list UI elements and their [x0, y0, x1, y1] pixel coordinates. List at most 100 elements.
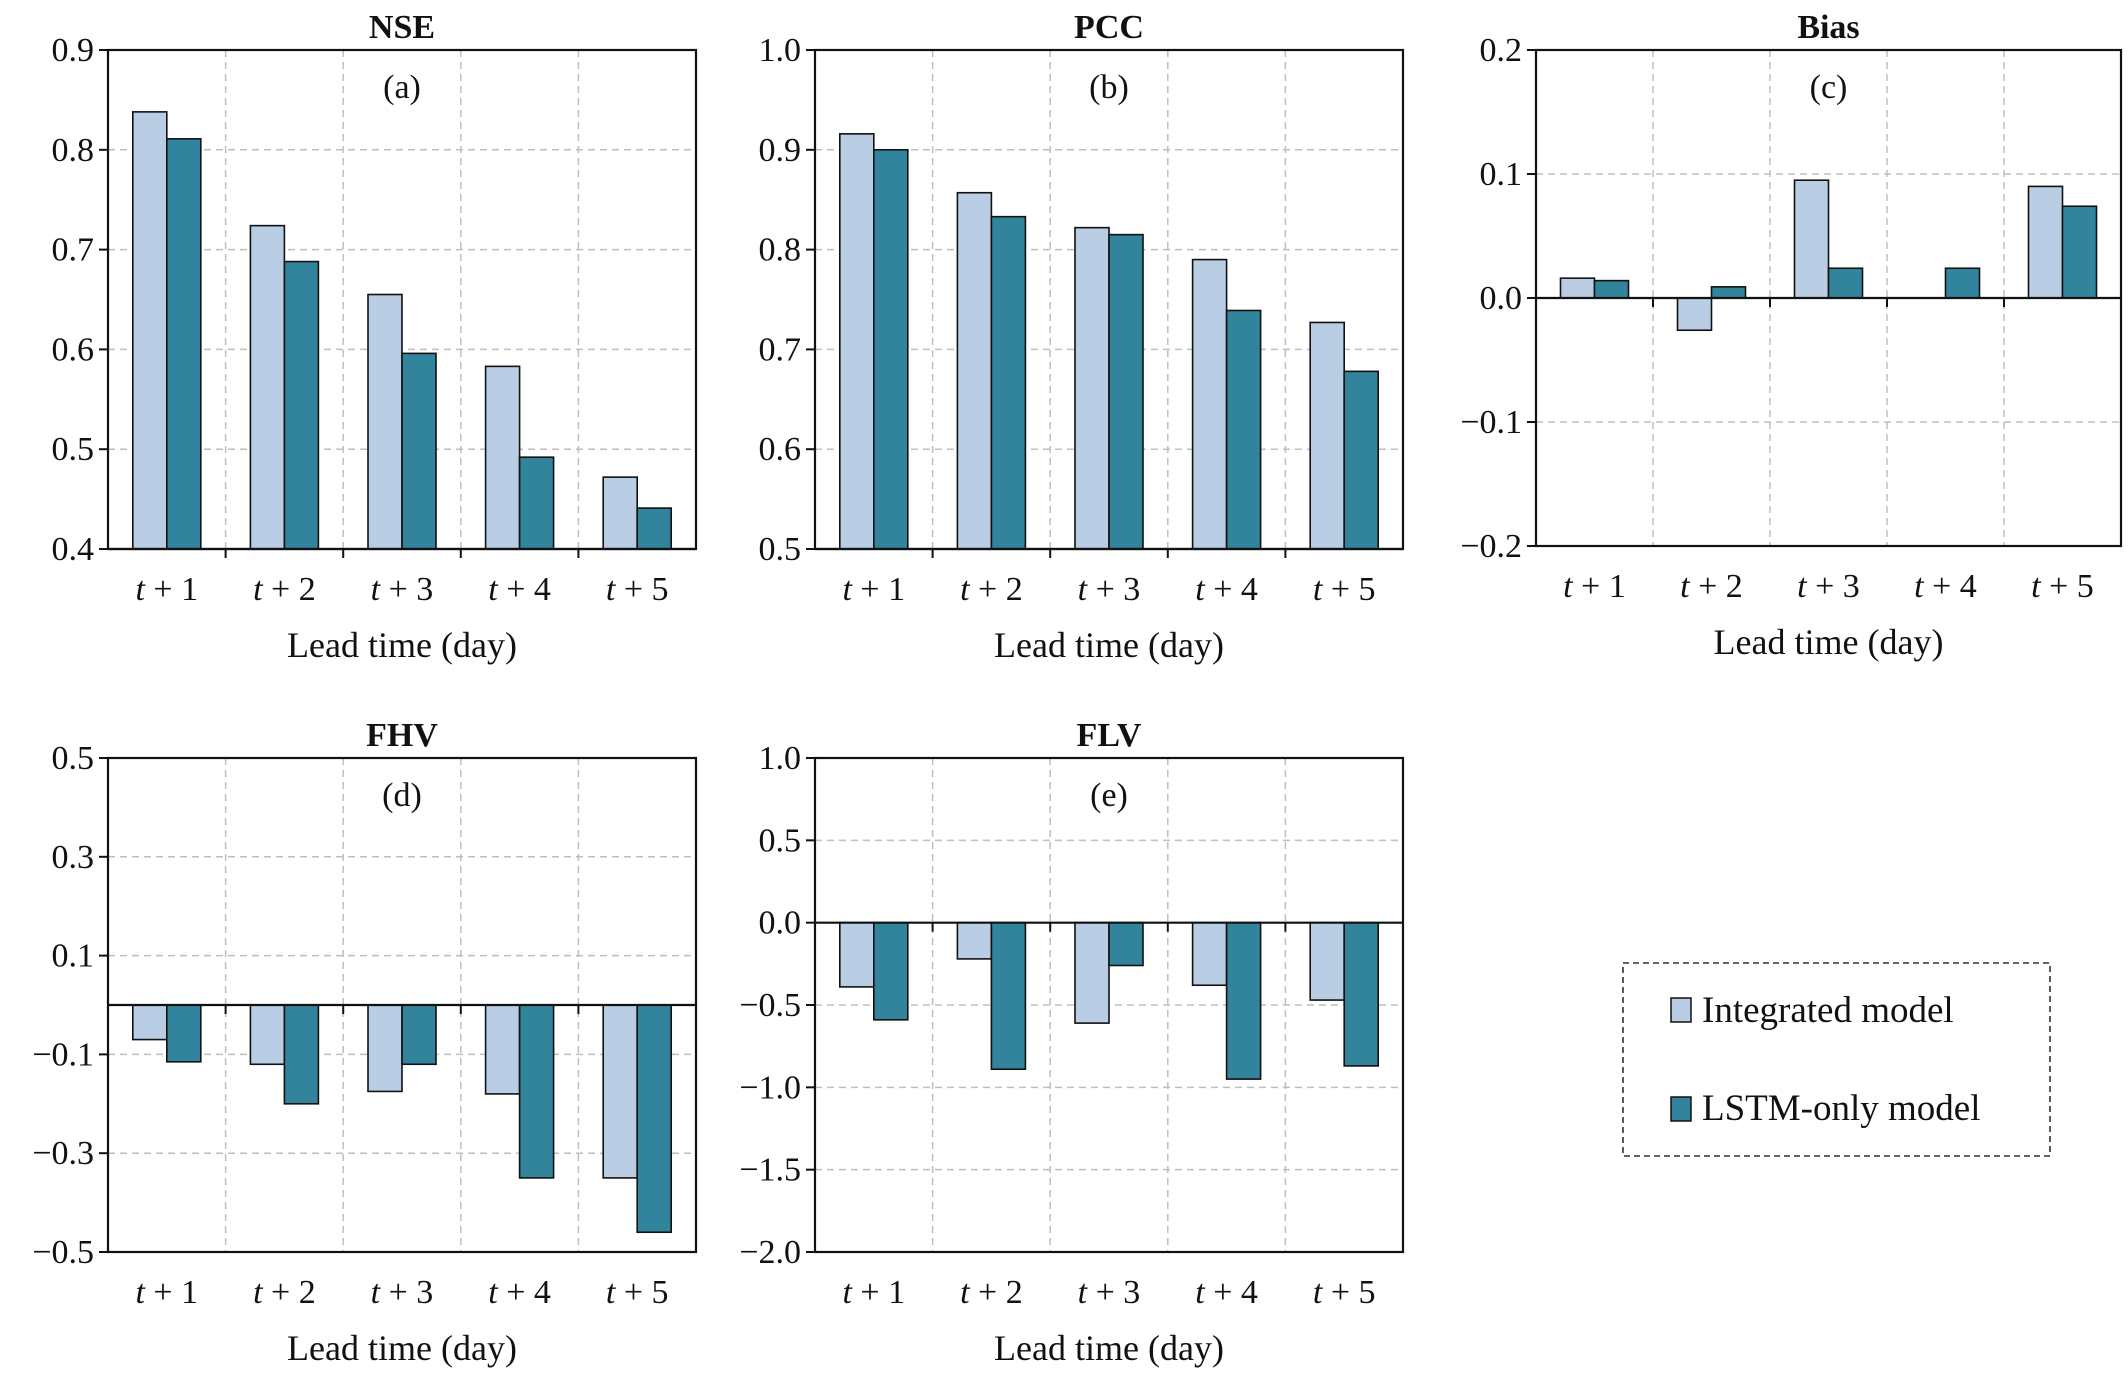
- x-tick-label: t + 3: [371, 1274, 434, 1311]
- bar-integrated: [956, 191, 993, 550]
- y-tick-label: −1.0: [739, 1069, 801, 1106]
- x-tick-label: t + 2: [960, 1274, 1023, 1311]
- bar-lstm: [1343, 921, 1379, 1067]
- y-tick-label: −0.1: [32, 1036, 94, 1073]
- y-tick-label: 0.2: [1480, 32, 1523, 69]
- x-tick-label: t + 2: [960, 571, 1023, 608]
- bar-integrated: [1074, 921, 1110, 1024]
- x-axis-title: Lead time (day): [1714, 622, 1944, 662]
- bar-integrated: [2027, 185, 2064, 299]
- y-tick-label: 1.0: [759, 32, 802, 69]
- y-tick-label: 0.5: [52, 431, 95, 468]
- y-tick-label: 0.5: [759, 822, 802, 859]
- x-axis-title: Lead time (day): [287, 1328, 517, 1368]
- bar-lstm: [872, 921, 909, 1021]
- bar-lstm: [2061, 205, 2098, 299]
- chart-title: PCC: [1074, 9, 1144, 46]
- bar-integrated: [838, 921, 875, 988]
- x-tick-label: t + 5: [606, 571, 669, 608]
- y-tick-label: −1.5: [739, 1152, 801, 1189]
- bar-lstm: [401, 1004, 437, 1066]
- x-tick-label: t + 3: [371, 571, 434, 608]
- y-tick-label: −0.1: [1460, 404, 1522, 441]
- y-tick-label: 0.6: [759, 431, 802, 468]
- bar-lstm: [1827, 267, 1864, 299]
- bar-integrated: [1676, 297, 1713, 332]
- legend-label-integrated: Integrated model: [1702, 990, 1954, 1031]
- chart-title: FLV: [1077, 717, 1142, 754]
- bar-lstm: [518, 456, 555, 550]
- bar-integrated: [1191, 921, 1228, 987]
- chart-title: Bias: [1797, 9, 1859, 46]
- chart-nse: 0.9 0.8 0.7 0.6 0.5 0.4 NSE (a) t + 1 t + 2 t + 3 t…: [52, 9, 698, 665]
- chart-pcc: 1.0 0.9 0.8 0.7 0.6 0.5 PCC (b) t + 1 t + 2 t + 3 t…: [759, 9, 1405, 665]
- x-tick-label: t + 5: [1313, 1274, 1376, 1311]
- x-tick-label: t + 1: [842, 1274, 905, 1311]
- x-tick-label: t + 2: [1680, 568, 1743, 605]
- y-tick-label: 0.1: [1480, 156, 1523, 193]
- x-tick-label: t + 2: [253, 571, 316, 608]
- x-axis-title: Lead time (day): [994, 625, 1224, 665]
- bar-integrated: [838, 133, 875, 550]
- y-tick-label: 0.4: [52, 531, 95, 568]
- bar-lstm: [1710, 286, 1747, 299]
- bar-lstm: [401, 352, 437, 550]
- x-tick-label: t + 1: [135, 1274, 198, 1311]
- bar-integrated: [249, 224, 286, 550]
- x-tick-label: t + 4: [1195, 571, 1258, 608]
- plot-frame: [106, 48, 698, 551]
- bar-lstm: [1225, 309, 1262, 550]
- plot-frame: [1534, 48, 2123, 548]
- chart-flv: 1.0 0.5 0.0 −0.5 −1.0 −1.5 −2.0 FLV (e) t + 1 t + …: [739, 717, 1405, 1368]
- bar-lstm: [636, 1004, 673, 1234]
- y-tick-label: 0.5: [52, 740, 95, 777]
- y-tick-label: 0.0: [759, 905, 802, 942]
- x-tick-label: t + 4: [1914, 568, 1977, 605]
- chart-title: FHV: [366, 717, 438, 754]
- y-tick-label: 0.7: [52, 232, 95, 269]
- x-tick-label: t + 5: [1313, 571, 1376, 608]
- bar-lstm: [518, 1004, 555, 1179]
- x-tick-label: t + 2: [253, 1274, 316, 1311]
- y-tick-label: 0.1: [52, 938, 95, 975]
- y-tick-label: 0.9: [52, 32, 95, 69]
- y-tick-label: 0.5: [759, 531, 802, 568]
- y-tick-label: 0.7: [759, 331, 802, 368]
- y-tick-label: −0.3: [32, 1135, 94, 1172]
- y-tick-label: 0.0: [1480, 280, 1523, 317]
- bar-lstm: [990, 921, 1027, 1071]
- bar-lstm: [990, 215, 1027, 550]
- bar-lstm: [283, 1004, 320, 1105]
- y-tick-label: 0.3: [52, 839, 95, 876]
- y-tick-label: −0.5: [739, 987, 801, 1024]
- panel-label: (a): [383, 69, 421, 106]
- bar-lstm: [166, 1004, 202, 1063]
- bar-integrated: [1309, 321, 1345, 550]
- bar-lstm: [1944, 267, 1981, 299]
- chart-fhv: 0.5 0.3 0.1 −0.1 −0.3 −0.5 FHV (d) t + 1 t + 2 t +…: [32, 717, 698, 1368]
- bar-lstm: [636, 507, 673, 550]
- y-tick-label: −0.5: [32, 1234, 94, 1271]
- bar-integrated: [249, 1004, 286, 1066]
- bar-integrated: [1793, 179, 1830, 299]
- x-tick-label: t + 3: [1078, 571, 1141, 608]
- panel-label: (c): [1810, 69, 1848, 106]
- x-axis-title: Lead time (day): [287, 625, 517, 665]
- y-tick-label: 0.6: [52, 331, 95, 368]
- x-axis-title: Lead time (day): [994, 1328, 1224, 1368]
- bar-integrated: [132, 1004, 168, 1041]
- bar-integrated: [956, 921, 993, 960]
- x-tick-label: t + 4: [1195, 1274, 1258, 1311]
- bar-integrated: [1559, 277, 1596, 299]
- bar-integrated: [367, 1004, 403, 1093]
- y-tick-label: −0.2: [1460, 528, 1522, 565]
- bar-lstm: [1108, 921, 1144, 967]
- x-tick-label: t + 4: [488, 571, 551, 608]
- x-tick-label: t + 1: [1563, 568, 1626, 605]
- plot-frame: [813, 756, 1405, 1254]
- bar-lstm: [1593, 279, 1630, 299]
- panel-label: (e): [1090, 777, 1128, 814]
- plot-frame: [106, 756, 698, 1254]
- y-tick-label: −2.0: [739, 1234, 801, 1271]
